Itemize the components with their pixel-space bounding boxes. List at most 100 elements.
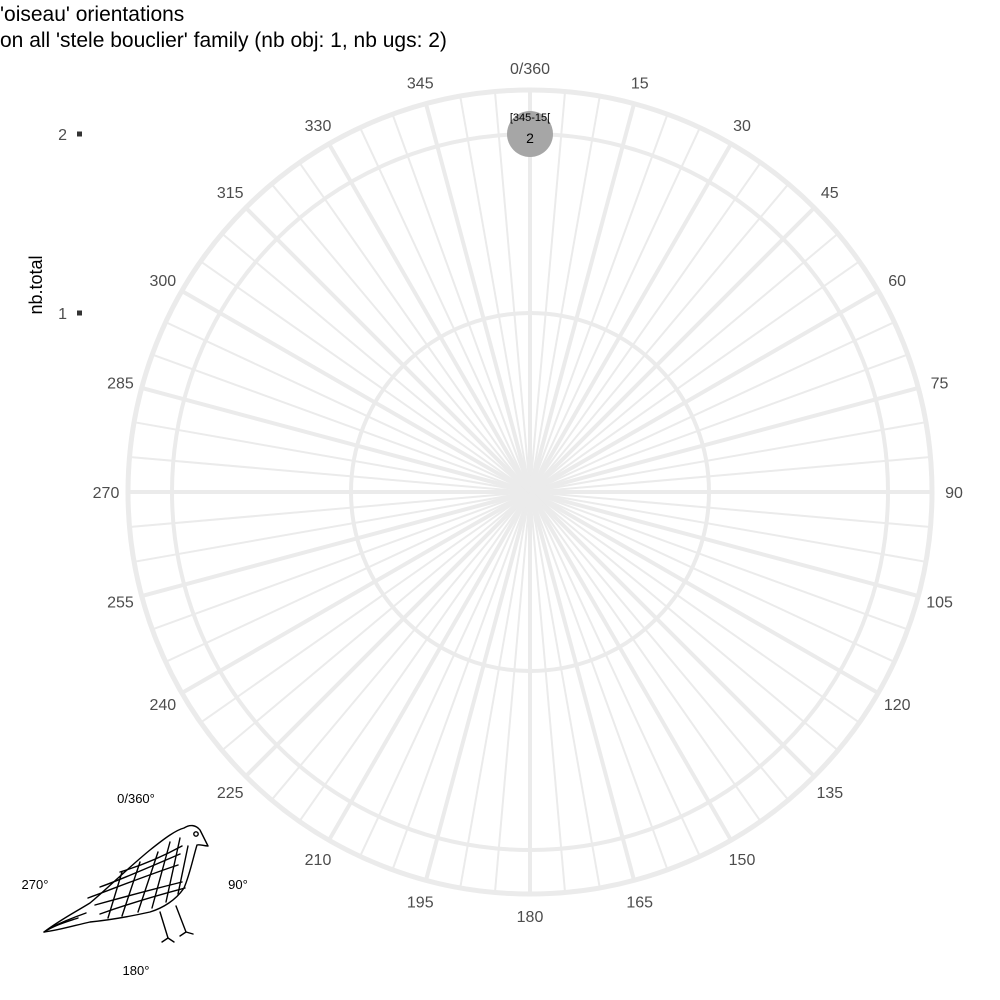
minor-spoke [529, 491, 839, 752]
minor-spoke [359, 127, 531, 493]
angle-tick-label: 225 [217, 785, 244, 802]
minor-spoke [529, 232, 839, 493]
minor-spoke [165, 491, 531, 663]
polar-grid [125, 87, 935, 897]
angle-tick-label: 255 [107, 595, 134, 612]
angle-tick-label: 165 [626, 895, 653, 912]
minor-spoke [529, 183, 790, 493]
angle-tick-label: 210 [305, 852, 332, 869]
major-spoke [529, 386, 919, 494]
legend-label-bottom: 180° [123, 963, 150, 978]
major-spoke [424, 491, 532, 881]
angle-tick-label: 240 [149, 697, 176, 714]
angle-tick-label: 90 [945, 485, 963, 502]
minor-spoke [459, 491, 531, 889]
minor-spoke [298, 162, 531, 493]
major-spoke [528, 289, 880, 494]
minor-spoke [493, 491, 531, 893]
minor-spoke [493, 91, 531, 493]
angle-tick-label: 30 [733, 118, 751, 135]
major-spoke [528, 490, 733, 842]
major-spoke [529, 490, 919, 598]
bird-drawing-icon [43, 824, 209, 943]
minor-spoke [529, 455, 931, 493]
data-point [507, 111, 553, 157]
angle-tick-label: 300 [149, 273, 176, 290]
minor-spoke [133, 491, 531, 563]
point-bin-label: [345-15[ [510, 112, 550, 124]
minor-spoke [529, 491, 931, 529]
legend-label-right: 90° [228, 877, 248, 892]
minor-spoke [529, 491, 762, 822]
angle-tick-label: 285 [107, 375, 134, 392]
major-spoke [528, 490, 880, 695]
chart-title: 'oiseau' orientations [0, 3, 185, 26]
angle-tick-label: 345 [407, 75, 434, 92]
point-value-label: 2 [526, 130, 534, 146]
minor-spoke [529, 491, 860, 724]
minor-spoke [529, 421, 927, 493]
angle-tick-label: 315 [217, 185, 244, 202]
y-axis-label: nb.total [26, 255, 46, 314]
minor-spoke [529, 491, 927, 563]
major-spoke [528, 206, 816, 494]
minor-spoke [270, 183, 531, 493]
minor-spoke [151, 353, 531, 493]
minor-spoke [529, 491, 669, 871]
minor-spoke [529, 353, 909, 493]
minor-spoke [529, 491, 601, 889]
radial-grid-circle [349, 311, 711, 673]
chart-title-block: 'oiseau' orientations on all 'stele bouc… [0, 2, 447, 54]
major-spoke [528, 142, 733, 494]
minor-spoke [529, 162, 762, 493]
major-spoke [141, 386, 531, 494]
minor-spoke [529, 491, 909, 631]
minor-spoke [221, 491, 531, 752]
minor-spoke [359, 491, 531, 857]
minor-spoke [459, 95, 531, 493]
legend-label-top: 0/360° [117, 791, 155, 806]
minor-spoke [165, 321, 531, 493]
minor-spoke [270, 491, 531, 801]
minor-spoke [529, 491, 790, 801]
minor-spoke [529, 95, 601, 493]
minor-spoke [221, 232, 531, 493]
major-spoke [244, 490, 532, 778]
minor-spoke [391, 491, 531, 871]
angle-tick-label: 270 [93, 485, 120, 502]
angle-labels: 0/360 15 30 45 60 75 90 105 120 135 150 165 180 195 21… [93, 61, 963, 926]
radial-tick-label: 1 [58, 306, 67, 323]
minor-spoke [200, 491, 531, 724]
major-spoke [424, 103, 532, 493]
legend-label-left: 270° [22, 877, 49, 892]
major-spoke [180, 289, 532, 494]
radial-axis: nb.total 1 2 [26, 127, 82, 323]
angle-tick-label: 15 [631, 75, 649, 92]
major-spoke [141, 490, 531, 598]
minor-spoke [151, 491, 531, 631]
minor-spoke [200, 260, 531, 493]
angle-tick-label: 195 [407, 895, 434, 912]
orientation-legend: 0/360° 90° 180° 270° [22, 791, 248, 978]
minor-spoke [529, 260, 860, 493]
angle-tick-label: 105 [926, 595, 953, 612]
angle-tick-label: 135 [816, 785, 843, 802]
angle-tick-label: 60 [888, 273, 906, 290]
radial-tick-mark [77, 310, 82, 316]
data-points: [345-15[ 2 [507, 111, 553, 157]
major-spoke [528, 491, 636, 881]
minor-spoke [529, 491, 567, 893]
angle-tick-label: 180 [517, 909, 544, 926]
minor-spoke [129, 491, 531, 529]
angle-tick-label: 120 [884, 697, 911, 714]
minor-spoke [133, 421, 531, 493]
angle-tick-label: 0/360 [510, 61, 550, 78]
minor-spoke [391, 113, 531, 493]
radial-tick-label: 2 [58, 127, 67, 144]
minor-spoke [129, 455, 531, 493]
minor-spoke [529, 113, 669, 493]
outer-border-circle [125, 87, 935, 897]
angle-tick-label: 45 [821, 185, 839, 202]
angle-tick-label: 150 [729, 852, 756, 869]
